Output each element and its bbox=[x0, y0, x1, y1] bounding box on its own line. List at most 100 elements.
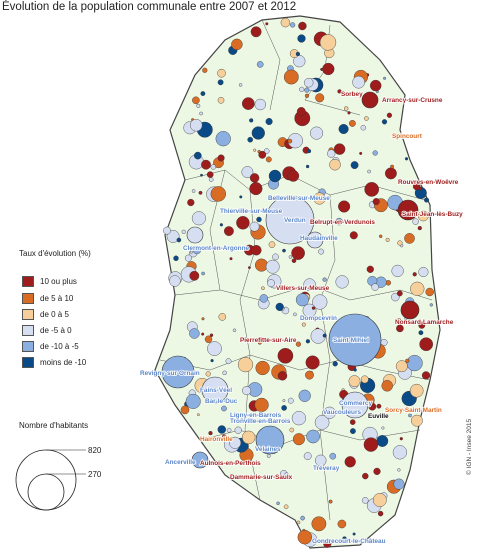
commune-circle bbox=[300, 515, 305, 521]
commune-circle bbox=[353, 368, 357, 372]
commune-circle bbox=[187, 198, 195, 207]
commune-circle bbox=[305, 339, 310, 344]
commune-circle bbox=[323, 539, 332, 548]
commune-circle bbox=[344, 106, 349, 111]
city-circle bbox=[201, 376, 229, 404]
commune-circle bbox=[408, 413, 412, 418]
commune-circle bbox=[412, 182, 421, 191]
commune-circle bbox=[350, 161, 359, 170]
commune-circle bbox=[425, 287, 434, 297]
commune-circle bbox=[229, 257, 233, 261]
commune-circle bbox=[265, 117, 273, 125]
commune-circle bbox=[242, 386, 252, 396]
commune-circle bbox=[337, 89, 342, 94]
commune-circle bbox=[322, 333, 327, 338]
commune-circle bbox=[249, 221, 260, 232]
commune-circle bbox=[329, 452, 337, 460]
commune-circle bbox=[287, 170, 300, 182]
commune-circle bbox=[362, 472, 369, 480]
town-label: Fains-Véel bbox=[200, 387, 232, 394]
city-circle bbox=[255, 425, 285, 455]
commune-circle bbox=[391, 292, 400, 302]
town-label: Dammarie-sur-Saulx bbox=[230, 474, 293, 481]
legend-label: de -10 à -5 bbox=[40, 342, 79, 351]
commune-circle bbox=[421, 371, 431, 380]
commune-circle bbox=[424, 197, 430, 203]
commune-circle bbox=[301, 322, 306, 327]
commune-circle bbox=[284, 472, 289, 477]
commune-circle bbox=[217, 97, 225, 104]
commune-circle bbox=[323, 406, 336, 419]
commune-circle bbox=[163, 226, 171, 235]
commune-circle bbox=[291, 258, 297, 264]
town-label: Sorbey bbox=[341, 91, 363, 98]
commune-circle bbox=[256, 61, 264, 68]
commune-circle bbox=[291, 411, 307, 426]
commune-circle bbox=[241, 97, 255, 110]
commune-circle bbox=[303, 452, 312, 460]
commune-circle bbox=[315, 454, 327, 467]
commune-circle bbox=[305, 355, 320, 370]
commune-circle bbox=[360, 375, 369, 384]
commune-circle bbox=[202, 67, 208, 73]
commune-circle bbox=[225, 358, 232, 365]
commune-circle bbox=[366, 265, 374, 273]
city-circle bbox=[397, 199, 419, 221]
commune-circle bbox=[396, 290, 403, 297]
legend-swatch bbox=[22, 357, 34, 368]
commune-circle bbox=[304, 87, 310, 93]
commune-circle bbox=[396, 324, 404, 333]
commune-circle bbox=[283, 504, 289, 510]
commune-circle bbox=[371, 283, 379, 291]
commune-circle bbox=[205, 371, 211, 377]
town-label: Clermont-en-Argonne bbox=[183, 245, 249, 252]
commune-circle bbox=[238, 83, 243, 87]
commune-circle bbox=[304, 93, 310, 98]
commune-circle bbox=[215, 131, 231, 147]
commune-circle bbox=[241, 166, 254, 179]
commune-circle bbox=[206, 171, 214, 178]
commune-circle bbox=[290, 22, 296, 28]
commune-circle bbox=[200, 173, 203, 177]
commune-circle bbox=[397, 240, 403, 246]
legend-label: 10 ou plus bbox=[40, 277, 77, 286]
commune-circle bbox=[333, 143, 346, 155]
town-label: Nonsard-Lamarche bbox=[395, 319, 454, 326]
commune-circle bbox=[335, 217, 343, 226]
map-title: Évolution de la population communale ent… bbox=[2, 1, 297, 13]
commune-circle bbox=[310, 126, 324, 140]
town-label: Thierville-sur-Meuse bbox=[220, 208, 283, 215]
legend-swatch bbox=[22, 341, 34, 352]
commune-circle bbox=[409, 383, 424, 398]
commune-circle bbox=[298, 389, 311, 402]
legend-label: de 5 à 10 bbox=[40, 294, 74, 303]
city-circle bbox=[341, 391, 369, 419]
department-outline bbox=[154, 15, 441, 549]
commune-circle bbox=[372, 493, 387, 507]
town-label: Belleville-sur-Meuse bbox=[268, 195, 330, 202]
size-value-small: 270 bbox=[88, 470, 102, 479]
commune-circle bbox=[298, 21, 307, 31]
city-circle bbox=[400, 300, 420, 320]
commune-circle bbox=[268, 169, 282, 183]
commune-circle bbox=[397, 468, 401, 472]
commune-circle bbox=[221, 405, 227, 412]
commune-circle bbox=[348, 120, 356, 127]
commune-circle bbox=[261, 286, 265, 291]
commune-circle bbox=[276, 501, 280, 505]
commune-circle bbox=[280, 17, 291, 28]
commune-circle bbox=[429, 303, 433, 307]
commune-circle bbox=[191, 189, 196, 193]
credit-text: © IGN - Insee 2015 bbox=[466, 418, 473, 475]
commune-circle bbox=[417, 210, 429, 222]
town-label: Sorcy-Saint-Martin bbox=[385, 407, 442, 414]
commune-circle bbox=[344, 456, 356, 468]
city-circle bbox=[191, 451, 209, 469]
town-label: Saint-Mihiel bbox=[333, 337, 369, 344]
commune-circle bbox=[391, 264, 404, 278]
commune-circle bbox=[305, 370, 314, 380]
commune-circle bbox=[318, 248, 324, 255]
legend-swatch bbox=[22, 293, 34, 304]
commune-circle bbox=[191, 211, 206, 226]
